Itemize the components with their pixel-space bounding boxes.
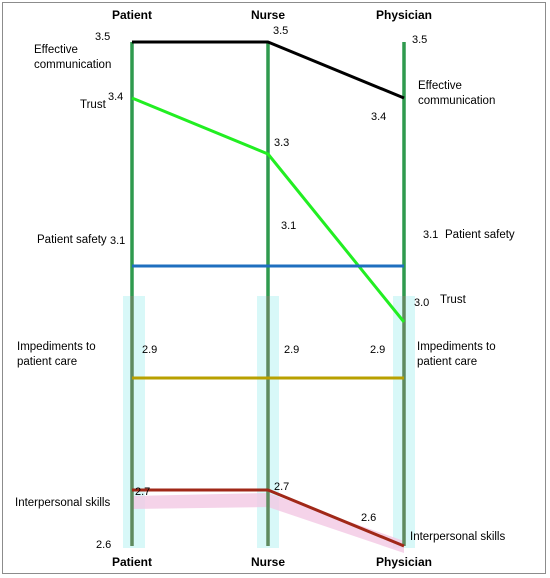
right-label-interpersonal: Interpersonal skills: [410, 531, 505, 543]
right-label-impediments-2: patient care: [417, 356, 477, 368]
left-label-interpersonal: Interpersonal skills: [15, 497, 110, 509]
value-interpersonal-physician: 2.6: [361, 512, 376, 524]
axis-footer-patient: Patient: [112, 555, 152, 569]
right-label-trust: Trust: [440, 294, 467, 306]
value-trust-patient: 3.4: [108, 91, 123, 103]
value-impediments-nurse: 2.9: [284, 344, 299, 356]
value-safety-nurse: 3.1: [281, 220, 296, 232]
axis-bottom-value: 2.6: [96, 539, 111, 551]
left-label-safety: Patient safety: [37, 234, 107, 246]
axis-footer-nurse: Nurse: [251, 555, 285, 569]
axis-footer-physician: Physician: [376, 555, 432, 569]
left-label-impediments-1: Impediments to: [17, 341, 96, 353]
left-label-effective-2: communication: [34, 59, 111, 71]
value-trust-nurse: 3.3: [274, 137, 289, 149]
value-safety-physician: 3.1: [423, 229, 438, 241]
right-label-safety: Patient safety: [445, 229, 515, 241]
right-label-effective-2: communication: [418, 95, 495, 107]
series-line-effective-communication: [132, 40, 405, 100]
right-label-effective-1: Effective: [418, 80, 462, 92]
value-trust-physician: 3.0: [414, 297, 429, 309]
value-effective-nurse: 3.5: [273, 25, 288, 37]
series-line-interpersonal-skills: [132, 488, 405, 548]
value-effective-physician: 3.4: [371, 111, 386, 123]
value-impediments-patient: 2.9: [142, 344, 157, 356]
interpersonal-highlight: [132, 493, 404, 553]
value-safety-patient: 3.1: [110, 235, 125, 247]
right-label-impediments-1: Impediments to: [417, 341, 496, 353]
value-impediments-physician: 2.9: [370, 344, 385, 356]
left-label-impediments-2: patient care: [17, 356, 77, 368]
axis-header-physician: Physician: [376, 8, 432, 22]
left-label-trust: Trust: [80, 99, 107, 111]
value-effective-physician-top: 3.5: [412, 34, 427, 46]
value-interpersonal-nurse: 2.7: [274, 481, 289, 493]
left-label-effective-1: Effective: [34, 44, 78, 56]
axis-header-nurse: Nurse: [251, 8, 285, 22]
value-effective-patient: 3.5: [95, 31, 110, 43]
value-interpersonal-patient: 2.7: [135, 486, 150, 498]
band-patient: [123, 296, 145, 548]
axis-header-patient: Patient: [112, 8, 152, 22]
